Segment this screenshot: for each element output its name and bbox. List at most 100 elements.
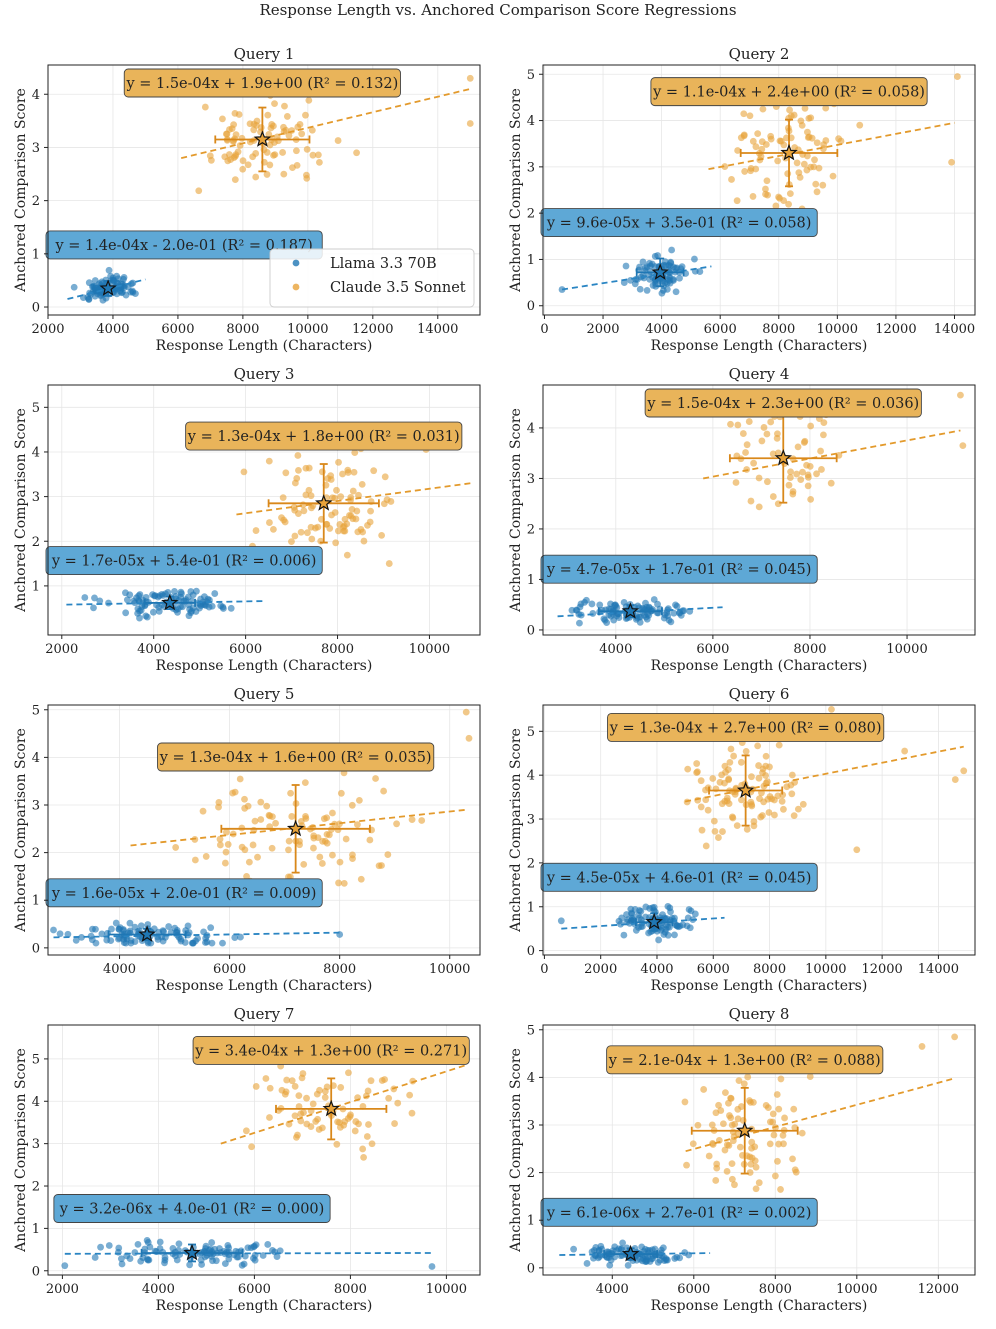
claude-point: [298, 1074, 306, 1082]
claude-point: [352, 515, 360, 523]
mean-star: [315, 494, 333, 511]
claude-point: [693, 769, 701, 777]
claude-point: [302, 812, 309, 820]
claude-point: [754, 742, 762, 750]
llama-equation-box: [540, 208, 818, 237]
x-axis-label: Response Length (Characters): [651, 338, 868, 354]
y-tick-label: 0: [32, 1264, 40, 1279]
llama-point: [659, 1244, 667, 1252]
y-tick-label: 3: [32, 1137, 40, 1152]
claude-point: [736, 1143, 744, 1151]
x-tick-label: 8000: [323, 962, 356, 977]
claude-point: [727, 745, 735, 753]
claude-point: [248, 1143, 255, 1151]
claude-regression-line: [708, 121, 955, 171]
claude-point: [316, 158, 323, 166]
mean-star: [736, 781, 755, 798]
claude-point: [781, 1114, 788, 1122]
llama-point: [642, 903, 650, 911]
mean-star: [253, 130, 272, 147]
claude-point: [302, 491, 310, 499]
llama-regression-line: [561, 916, 725, 930]
claude-point: [343, 551, 351, 559]
llama-point: [189, 939, 197, 947]
llama-point: [56, 930, 64, 938]
claude-point: [705, 1152, 713, 1160]
y-tick-label: 1: [32, 247, 40, 262]
claude-point: [803, 166, 811, 174]
llama-point: [237, 933, 244, 941]
claude-point: [358, 480, 366, 488]
claude-point: [748, 1144, 755, 1152]
claude-point: [798, 121, 806, 129]
llama-point: [202, 939, 209, 946]
llama-point: [664, 612, 672, 620]
claude-point: [225, 151, 233, 158]
claude-point: [785, 200, 792, 208]
llama-point: [644, 1253, 652, 1261]
plots-container: y = 1.4e-04x - 2.0e-01 (R² = 0.187) y = 1…: [13, 45, 976, 1314]
x-tick-label: 10000: [409, 642, 450, 657]
llama-point: [646, 275, 654, 283]
claude-point: [758, 145, 766, 153]
llama-point: [671, 1255, 679, 1262]
llama-point: [606, 1261, 614, 1269]
claude-point: [820, 141, 828, 148]
llama-point: [641, 264, 649, 272]
claude-point: [235, 111, 243, 118]
llama-equation-label: y = 1.7e-05x + 5.4e-01 (R² = 0.006): [51, 554, 317, 570]
claude-point: [283, 1076, 291, 1084]
claude-point: [775, 1105, 783, 1113]
claude-point: [800, 160, 808, 168]
panel-1: y = 1.4e-04x - 2.0e-01 (R² = 0.187) y = 1…: [13, 45, 481, 354]
axes-frame: [47, 64, 481, 316]
claude-point: [269, 525, 277, 533]
claude-point: [355, 1120, 362, 1128]
claude-point: [762, 752, 770, 760]
claude-point: [249, 153, 257, 161]
claude-point: [285, 1120, 293, 1128]
claude-point: [337, 493, 345, 501]
llama-point: [604, 1254, 611, 1262]
claude-point: [216, 841, 224, 849]
claude-point: [807, 496, 815, 503]
llama-point: [92, 925, 99, 933]
x-tick-label: 10000: [817, 322, 858, 337]
x-tick-label: 14000: [918, 962, 959, 977]
claude-point: [780, 1140, 787, 1148]
x-tick-label: 14000: [934, 322, 975, 337]
llama-regression-line: [561, 265, 712, 291]
claude-point: [297, 528, 305, 536]
claude-point: [786, 474, 794, 481]
claude-point: [728, 176, 735, 183]
points-group: [61, 1056, 436, 1270]
llama-point: [171, 924, 179, 932]
claude-point: [191, 856, 199, 864]
claude-point: [755, 774, 763, 782]
claude-point: [755, 474, 763, 482]
llama-point: [570, 1245, 577, 1253]
llama-point: [217, 602, 225, 610]
claude-equation-label: y = 1.5e-04x + 2.3e+00 (R² = 0.036): [646, 396, 919, 412]
y-tick-label: 1: [32, 1222, 40, 1237]
llama-equation-label: y = 1.4e-04x - 2.0e-01 (R² = 0.187): [54, 238, 312, 254]
claude-point: [245, 858, 253, 866]
llama-point: [123, 596, 131, 604]
llama-point: [161, 1259, 168, 1267]
x-tick-label: 0: [540, 962, 548, 977]
llama-point: [207, 1245, 214, 1253]
y-tick-label: 3: [527, 1119, 535, 1134]
claude-point: [363, 1133, 371, 1140]
llama-point: [132, 290, 139, 298]
claude-point: [709, 775, 717, 782]
claude-point: [271, 100, 278, 108]
claude-point: [462, 708, 470, 716]
claude-point: [813, 188, 821, 196]
claude-point: [740, 110, 748, 118]
claude-point: [303, 1094, 310, 1102]
claude-point: [721, 163, 729, 170]
y-tick-label: 4: [32, 1095, 40, 1110]
panel-title: Query 6: [729, 685, 790, 703]
claude-point: [762, 141, 770, 148]
claude-point: [201, 103, 209, 111]
